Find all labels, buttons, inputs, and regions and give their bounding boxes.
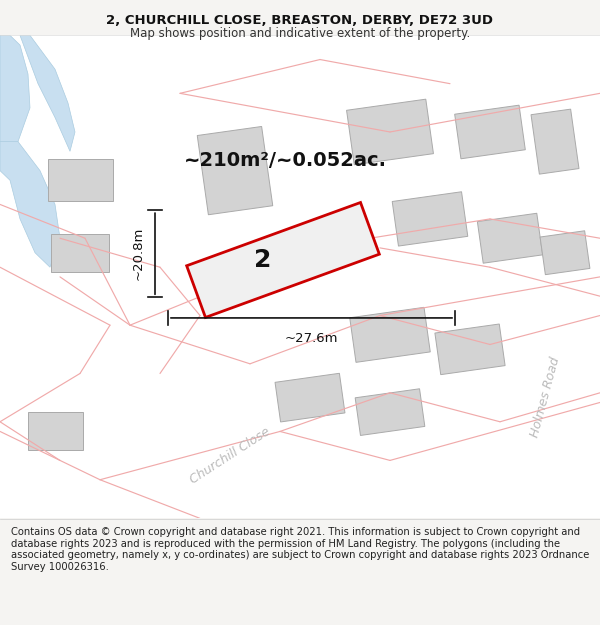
Polygon shape (47, 159, 113, 201)
Polygon shape (478, 213, 542, 263)
Polygon shape (540, 231, 590, 274)
Polygon shape (0, 36, 600, 518)
Polygon shape (51, 234, 109, 272)
Polygon shape (435, 324, 505, 374)
Text: ~27.6m: ~27.6m (285, 332, 338, 345)
Polygon shape (0, 36, 30, 171)
Polygon shape (197, 126, 273, 215)
Polygon shape (531, 109, 579, 174)
Text: Holmes Road: Holmes Road (528, 356, 562, 439)
Text: ~210m²/~0.052ac.: ~210m²/~0.052ac. (184, 151, 386, 171)
Polygon shape (187, 202, 379, 318)
Text: Churchill Close: Churchill Close (187, 425, 272, 486)
Polygon shape (0, 142, 60, 268)
Polygon shape (28, 412, 83, 451)
Text: 2, CHURCHILL CLOSE, BREASTON, DERBY, DE72 3UD: 2, CHURCHILL CLOSE, BREASTON, DERBY, DE7… (107, 14, 493, 27)
Polygon shape (347, 99, 433, 165)
Text: Contains OS data © Crown copyright and database right 2021. This information is : Contains OS data © Crown copyright and d… (11, 528, 589, 572)
Polygon shape (355, 389, 425, 436)
Text: ~20.8m: ~20.8m (132, 227, 145, 281)
Polygon shape (392, 192, 468, 246)
Text: Map shows position and indicative extent of the property.: Map shows position and indicative extent… (130, 27, 470, 40)
Polygon shape (350, 308, 430, 362)
Polygon shape (455, 105, 526, 159)
Polygon shape (275, 373, 345, 422)
Text: 2: 2 (254, 248, 272, 272)
Polygon shape (20, 36, 75, 151)
